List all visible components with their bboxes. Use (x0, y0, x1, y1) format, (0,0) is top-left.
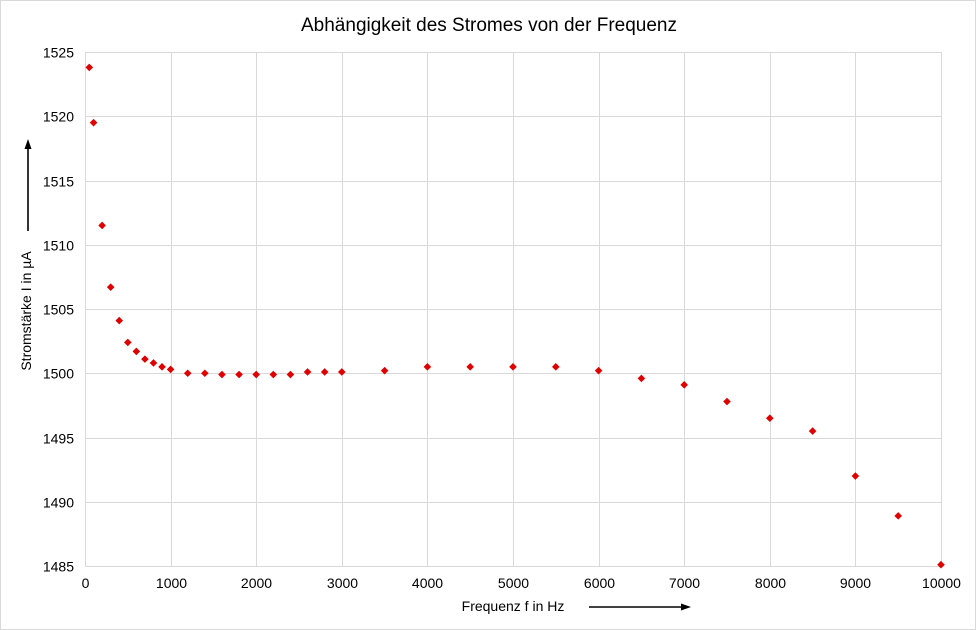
data-point (320, 368, 329, 376)
data-point (98, 221, 106, 230)
data-point (423, 363, 432, 371)
x-tick-label: 1000 (156, 575, 187, 591)
x-tick-label: 6000 (584, 575, 615, 591)
data-point (106, 283, 115, 291)
y-axis-title-group: Stromstärke I in µA (18, 251, 34, 371)
data-point (201, 369, 209, 378)
x-tick-label: 2000 (241, 575, 272, 591)
data-point (132, 347, 141, 356)
y-axis-title: Stromstärke I in µA (18, 251, 34, 371)
data-point (637, 374, 646, 383)
y-tick-label: 1510 (43, 238, 74, 254)
x-tick-label: 7000 (669, 575, 700, 591)
data-point (894, 512, 902, 520)
data-point (766, 414, 774, 423)
grid-lines (85, 52, 942, 567)
x-tick-label: 5000 (498, 575, 529, 591)
data-point (115, 316, 124, 325)
y-tick-labels: 1485 1490 1495 1500 1505 1510 1515 1520 1525 (43, 45, 74, 575)
y-tick-label: 1525 (43, 45, 74, 61)
y-tick-label: 1520 (43, 109, 74, 125)
data-point (166, 365, 175, 374)
data-point (937, 560, 945, 569)
data-point (303, 368, 312, 376)
data-point (851, 472, 860, 480)
data-point (338, 368, 346, 376)
x-tick-label: 4000 (412, 575, 443, 591)
data-point (723, 397, 731, 406)
x-axis-title: Frequenz f in Hz (462, 598, 565, 614)
data-point (286, 370, 295, 379)
data-point (680, 381, 688, 389)
y-tick-label: 1495 (43, 431, 74, 447)
data-point (269, 370, 278, 379)
x-tick-label: 0 (82, 575, 90, 591)
data-point (218, 370, 226, 379)
y-tick-label: 1500 (43, 366, 74, 382)
data-point (552, 363, 560, 371)
data-point (85, 63, 94, 72)
x-tick-labels: 0 1000 2000 3000 4000 5000 6000 7000 8000 9000 100… (82, 575, 962, 591)
data-point (158, 363, 166, 371)
y-tick-label: 1490 (43, 495, 74, 511)
x-tick-label: 8000 (755, 575, 786, 591)
chart-title: Abhängigkeit des Stromes von der Frequen… (301, 15, 677, 36)
data-points (85, 63, 945, 569)
data-point (124, 338, 132, 347)
x-tick-label: 3000 (327, 575, 358, 591)
data-point (235, 370, 243, 379)
x-axis-arrow (589, 603, 691, 611)
y-tick-label: 1505 (43, 302, 74, 318)
data-point (509, 363, 517, 371)
data-point (380, 366, 389, 375)
data-point (141, 355, 149, 363)
x-tick-label: 9000 (840, 575, 871, 591)
data-point (466, 363, 474, 371)
y-tick-label: 1485 (43, 559, 74, 575)
y-tick-label: 1515 (43, 174, 74, 190)
x-tick-label: 10000 (922, 575, 961, 591)
data-point (89, 118, 98, 127)
data-point (252, 370, 260, 379)
data-point (183, 369, 192, 378)
data-point (808, 427, 817, 435)
data-point (149, 359, 158, 367)
data-point (594, 366, 603, 375)
y-axis-arrow (24, 139, 32, 231)
